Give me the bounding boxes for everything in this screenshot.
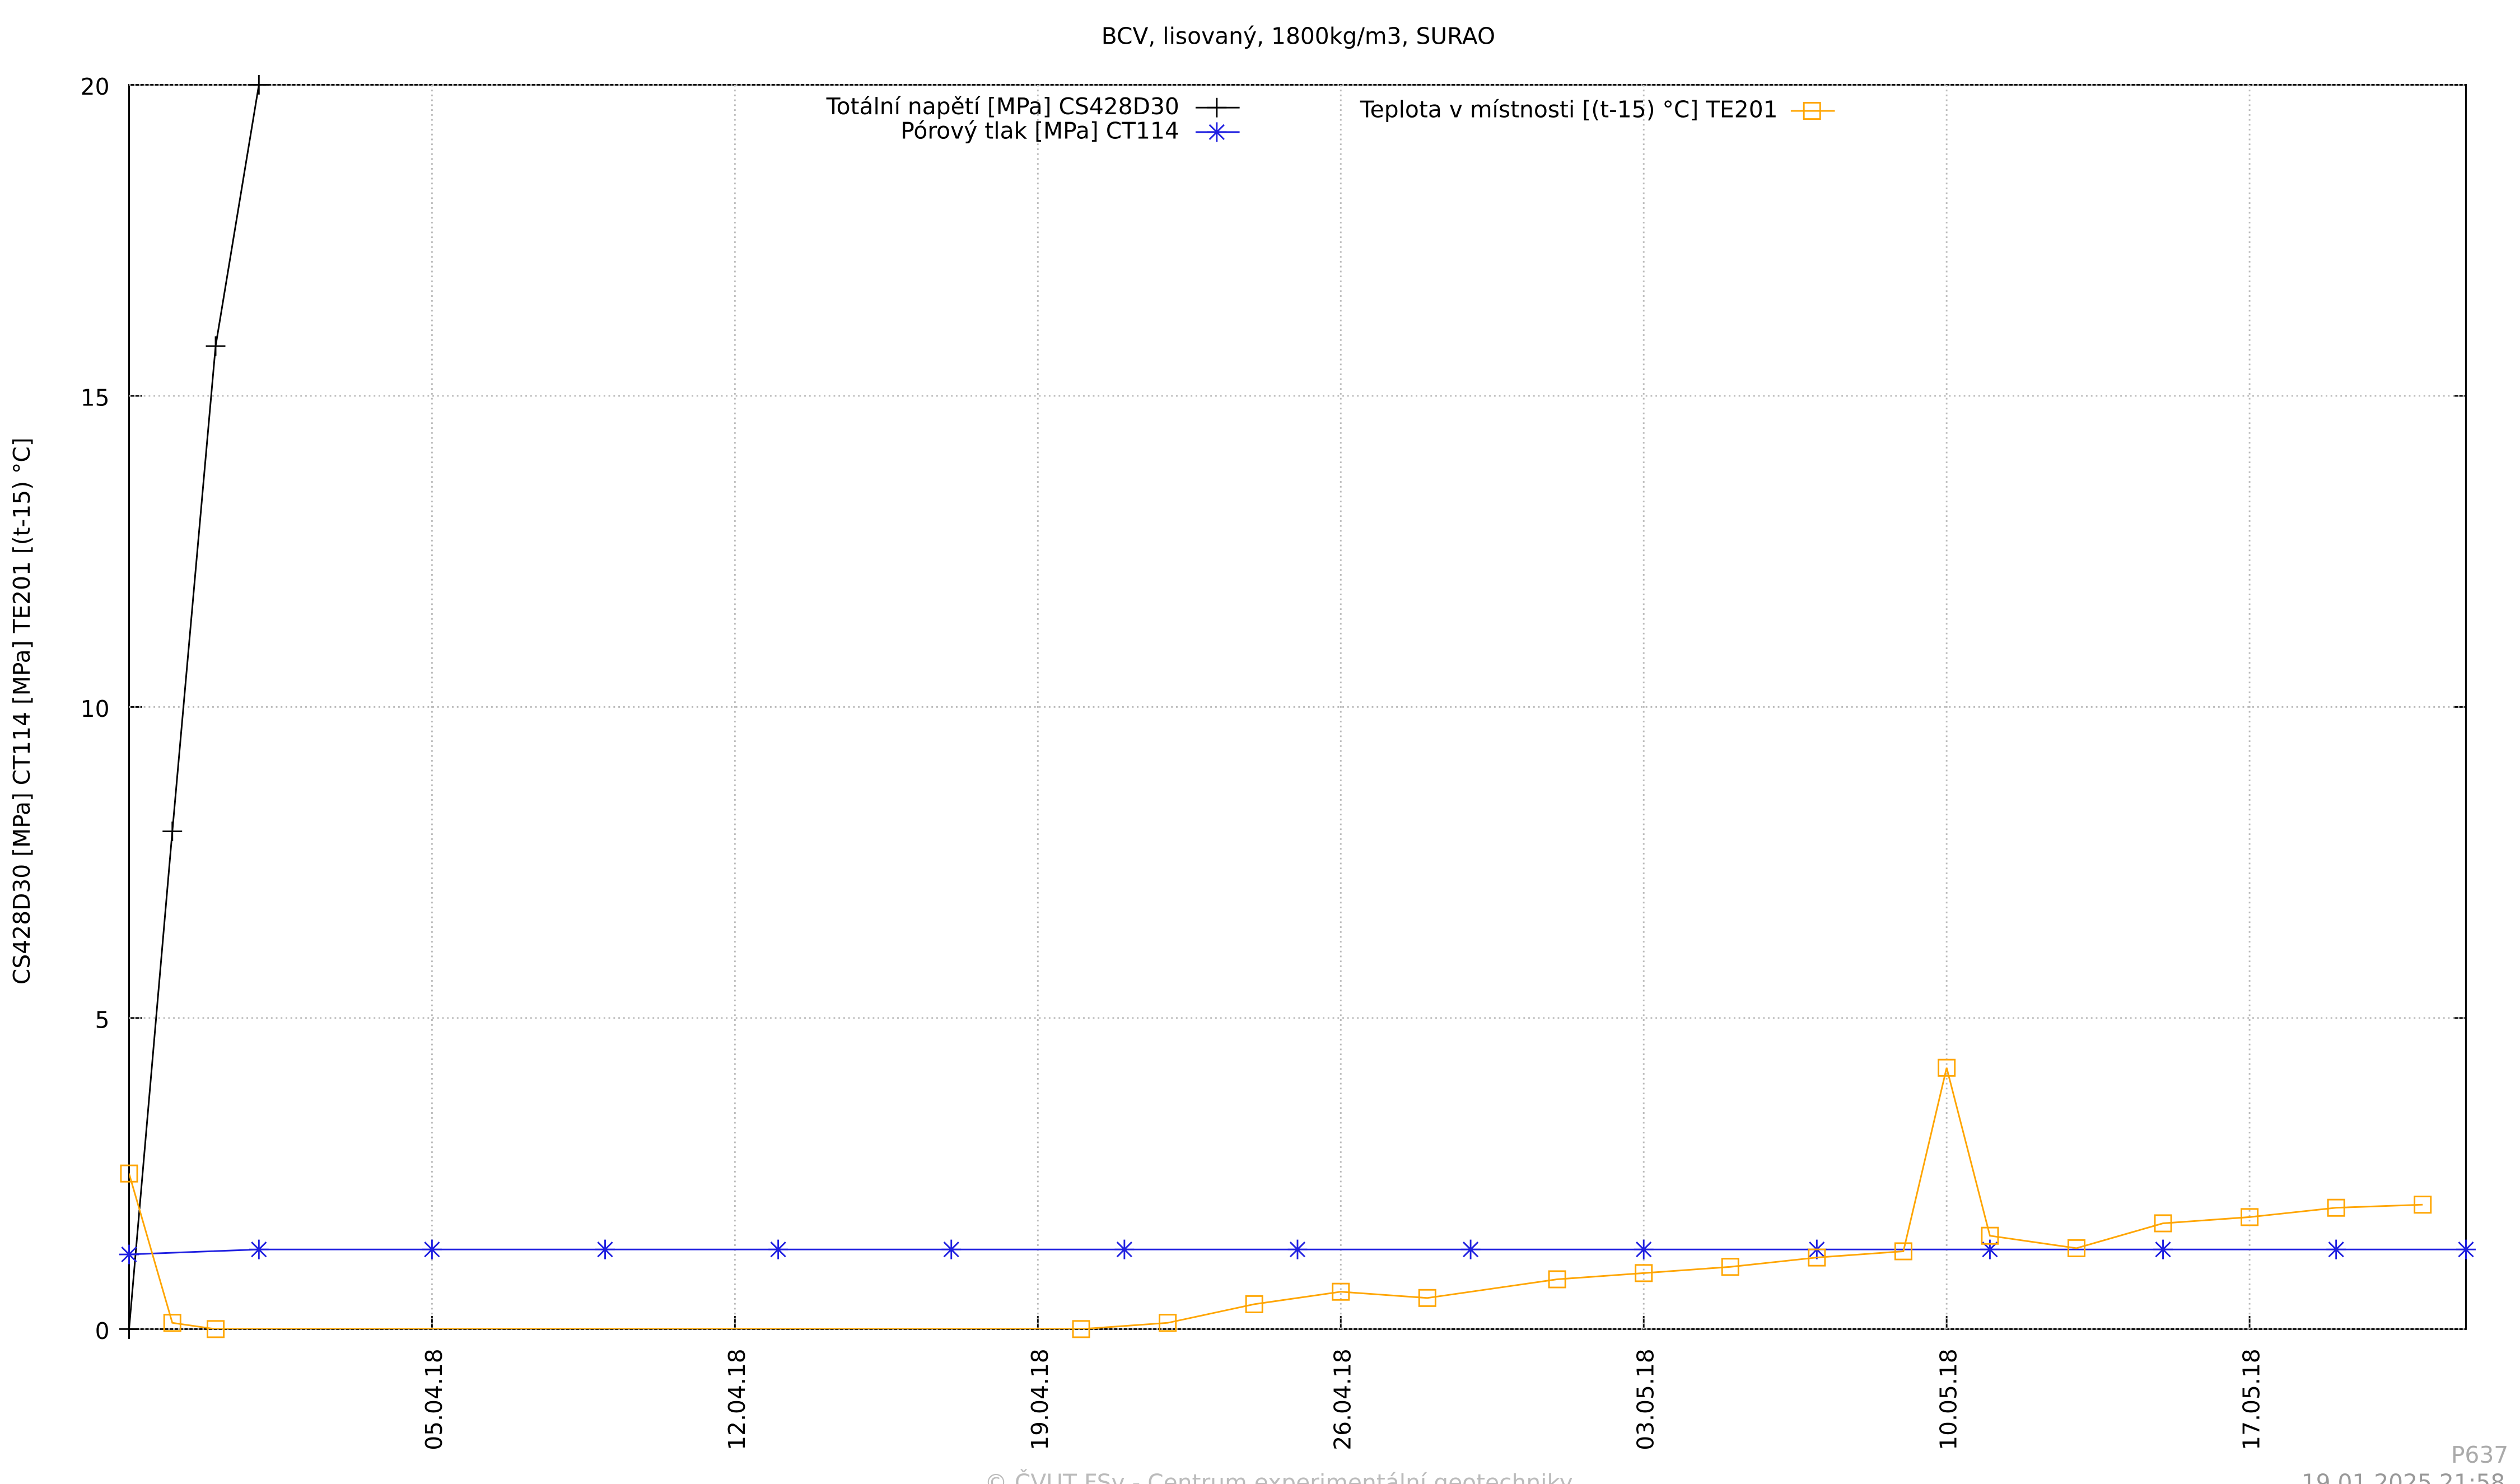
watermark: P637	[2451, 1441, 2508, 1468]
marker	[1548, 1270, 1566, 1289]
y-tick-label: 10	[81, 696, 110, 722]
chart-title: BCV, lisovaný, 1800kg/m3, SURAO	[1102, 23, 1495, 50]
marker	[206, 336, 226, 356]
x-tick-label: 26.04.18	[1329, 1348, 1356, 1450]
timestamp: 19.01.2025 21:58	[2302, 1469, 2505, 1484]
marker	[1980, 1239, 2000, 1259]
marker	[1159, 1314, 1177, 1332]
series-line	[129, 85, 260, 1329]
marker	[1721, 1258, 1739, 1276]
marker	[1894, 1242, 1912, 1261]
y-tick-label: 0	[95, 1318, 110, 1345]
marker	[1460, 1239, 1481, 1259]
legend-label: Teplota v místnosti [(t-15) °C] TE201	[1360, 96, 1778, 123]
marker	[2456, 1239, 2476, 1259]
marker	[120, 1164, 138, 1183]
marker	[2327, 1198, 2345, 1217]
marker	[1207, 122, 1227, 142]
marker	[163, 1314, 181, 1332]
marker	[1245, 1295, 1263, 1313]
marker	[1808, 1248, 1826, 1267]
y-tick-label: 20	[81, 73, 110, 100]
marker	[2326, 1239, 2346, 1259]
marker	[1635, 1264, 1653, 1282]
marker	[2153, 1239, 2173, 1259]
legend-label: Pórový tlak [MPa] CT114	[900, 118, 1179, 144]
marker	[1287, 1239, 1308, 1259]
marker	[2241, 1208, 2259, 1226]
marker	[2154, 1214, 2172, 1233]
marker	[1207, 97, 1227, 118]
x-tick-label: 12.04.18	[724, 1348, 750, 1450]
marker	[162, 822, 183, 842]
x-tick-label: 19.04.18	[1026, 1348, 1053, 1450]
marker	[1072, 1320, 1090, 1338]
marker	[1332, 1282, 1350, 1301]
marker	[119, 1244, 139, 1264]
marker	[249, 1239, 269, 1259]
marker	[768, 1239, 788, 1259]
y-tick-label: 5	[95, 1006, 110, 1033]
legend-label: Totální napětí [MPa] CS428D30	[826, 93, 1179, 120]
marker	[119, 1319, 139, 1339]
series-line	[129, 1067, 2423, 1329]
x-tick-label: 05.04.18	[421, 1348, 447, 1450]
x-tick-label: 17.05.18	[2238, 1348, 2265, 1450]
marker	[1938, 1058, 1956, 1077]
marker	[595, 1239, 615, 1259]
marker	[1114, 1239, 1135, 1259]
footer: © ČVUT FSv - Centrum experimentální geot…	[984, 1469, 1573, 1484]
marker	[207, 1320, 225, 1338]
marker	[1803, 102, 1821, 120]
y-axis-label: CS428D30 [MPa] CT114 [MPa] TE201 [(t-15)…	[8, 437, 35, 984]
marker	[1981, 1226, 1999, 1245]
marker	[2067, 1239, 2086, 1257]
marker	[1418, 1289, 1436, 1307]
marker	[249, 74, 269, 95]
marker	[1634, 1239, 1654, 1259]
x-tick-label: 03.05.18	[1632, 1348, 1659, 1450]
x-tick-label: 10.05.18	[1935, 1348, 1962, 1450]
y-tick-label: 15	[81, 384, 110, 411]
marker	[2414, 1196, 2432, 1214]
marker	[941, 1239, 962, 1259]
marker	[422, 1239, 442, 1259]
